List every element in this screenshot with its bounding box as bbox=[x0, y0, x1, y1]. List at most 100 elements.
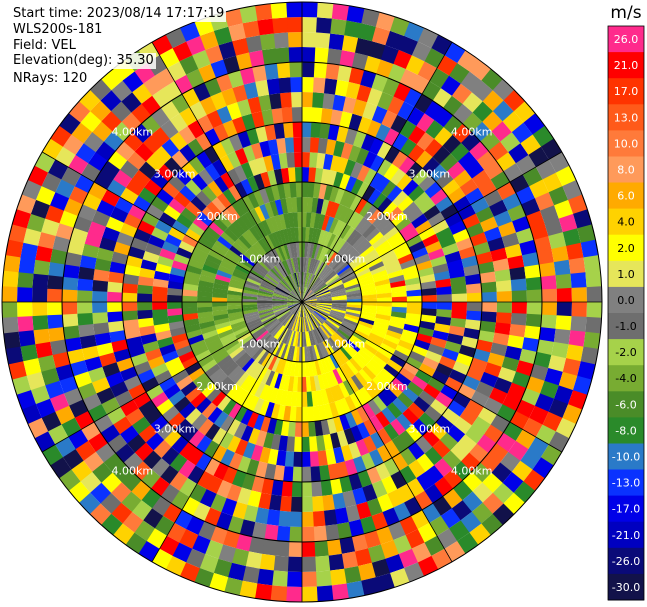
radar-gate bbox=[487, 237, 505, 252]
radar-gate bbox=[197, 211, 213, 227]
radar-gate bbox=[356, 165, 371, 182]
radar-gate bbox=[551, 341, 569, 359]
colorbar-tick-label: 26.0 bbox=[614, 33, 639, 46]
radar-gate bbox=[115, 443, 135, 463]
radar-gate bbox=[320, 108, 333, 125]
radar-gate bbox=[470, 390, 490, 408]
radar-gate bbox=[305, 376, 312, 392]
radar-gate bbox=[260, 281, 276, 290]
radar-gate bbox=[216, 269, 233, 279]
radar-gate bbox=[298, 346, 302, 362]
radar-gate bbox=[285, 197, 293, 214]
radar-gate bbox=[292, 273, 299, 288]
radar-gate bbox=[481, 302, 497, 313]
radar-gate bbox=[216, 479, 233, 499]
radar-gate bbox=[228, 133, 244, 152]
radar-gate bbox=[309, 330, 316, 346]
radar-gate bbox=[251, 243, 265, 258]
radar-gate bbox=[302, 32, 317, 48]
colorbar-tick-label: -13.0 bbox=[612, 477, 640, 490]
radar-gate bbox=[277, 283, 291, 294]
radar-gate bbox=[319, 265, 331, 279]
radar-gate bbox=[326, 251, 338, 266]
radar-gate bbox=[288, 274, 296, 289]
radar-gate bbox=[242, 566, 260, 584]
radar-gate bbox=[380, 45, 400, 65]
radar-gate bbox=[70, 227, 89, 244]
radar-gate bbox=[395, 344, 412, 357]
radar-gate bbox=[32, 287, 48, 302]
colorbar-unit-label: m/s bbox=[610, 3, 641, 23]
radar-gate bbox=[368, 261, 385, 272]
radar-gate bbox=[240, 178, 254, 196]
nrays-text: NRays: 120 bbox=[11, 71, 90, 87]
radar-gate bbox=[398, 367, 416, 382]
radar-gate bbox=[354, 390, 368, 407]
radar-gate bbox=[307, 274, 315, 289]
radar-gate bbox=[292, 257, 298, 273]
radar-gate bbox=[221, 335, 237, 347]
radar-gate bbox=[406, 381, 424, 397]
radar-gate bbox=[150, 476, 170, 497]
radar-gate bbox=[197, 290, 213, 298]
radar-gate bbox=[450, 276, 467, 287]
radar-gate bbox=[405, 356, 423, 370]
radar-gate bbox=[152, 301, 168, 310]
radar-gate bbox=[77, 289, 93, 302]
radar-gate bbox=[405, 529, 425, 549]
radar-gate bbox=[206, 338, 222, 350]
radar-gate bbox=[257, 299, 272, 302]
radar-gate bbox=[250, 444, 264, 462]
radar-gate bbox=[257, 259, 271, 272]
radar-gate bbox=[462, 491, 483, 513]
radar-gate bbox=[283, 344, 291, 360]
radar-gate bbox=[329, 283, 345, 292]
radar-gate bbox=[314, 285, 328, 295]
radar-gate bbox=[125, 335, 143, 349]
radar-gate bbox=[522, 337, 539, 353]
radar-gate bbox=[297, 257, 301, 273]
radar-gate bbox=[483, 424, 504, 444]
radar-gate bbox=[386, 382, 403, 398]
radar-gate bbox=[324, 320, 337, 333]
radar-gate bbox=[232, 84, 249, 103]
radar-gate bbox=[261, 335, 274, 349]
radar-gate bbox=[427, 377, 445, 393]
radar-gate bbox=[23, 357, 42, 376]
radar-gate bbox=[222, 398, 237, 416]
radar-gate bbox=[400, 259, 417, 270]
radar-gate bbox=[199, 553, 219, 574]
radar-gate bbox=[525, 313, 542, 328]
radar-gate bbox=[308, 315, 317, 329]
radar-gate bbox=[361, 298, 377, 303]
radar-gate bbox=[148, 234, 166, 249]
radar-gate bbox=[301, 451, 311, 467]
radar-gate bbox=[297, 212, 303, 228]
radar-gate bbox=[274, 540, 290, 557]
radar-gate bbox=[269, 585, 288, 602]
radar-gate bbox=[204, 259, 220, 270]
range-ring-label: 3.00km bbox=[154, 422, 196, 435]
colorbar-swatch bbox=[608, 78, 644, 105]
radar-gate bbox=[392, 242, 410, 255]
radar-gate bbox=[320, 419, 331, 436]
radar-gate bbox=[291, 290, 302, 302]
radar-gate bbox=[92, 279, 109, 292]
radar-gate bbox=[257, 18, 275, 36]
radar-gate bbox=[308, 315, 316, 330]
start-time-text: Start time: 2023/08/14 17:17:19 bbox=[11, 6, 227, 22]
radar-gate bbox=[331, 295, 347, 299]
radar-gate bbox=[286, 345, 293, 361]
radar-gate bbox=[383, 226, 400, 241]
radar-gate bbox=[422, 233, 440, 248]
radar-gate bbox=[435, 278, 452, 289]
radar-gate bbox=[64, 336, 82, 352]
radar-gate bbox=[335, 330, 349, 343]
radar-gate bbox=[329, 354, 340, 369]
radar-gate bbox=[417, 27, 439, 49]
radar-gate bbox=[130, 237, 149, 251]
radar-gate bbox=[358, 23, 377, 42]
radar-gate bbox=[367, 188, 382, 206]
radar-gate bbox=[234, 405, 248, 423]
radar-gate bbox=[228, 314, 244, 322]
